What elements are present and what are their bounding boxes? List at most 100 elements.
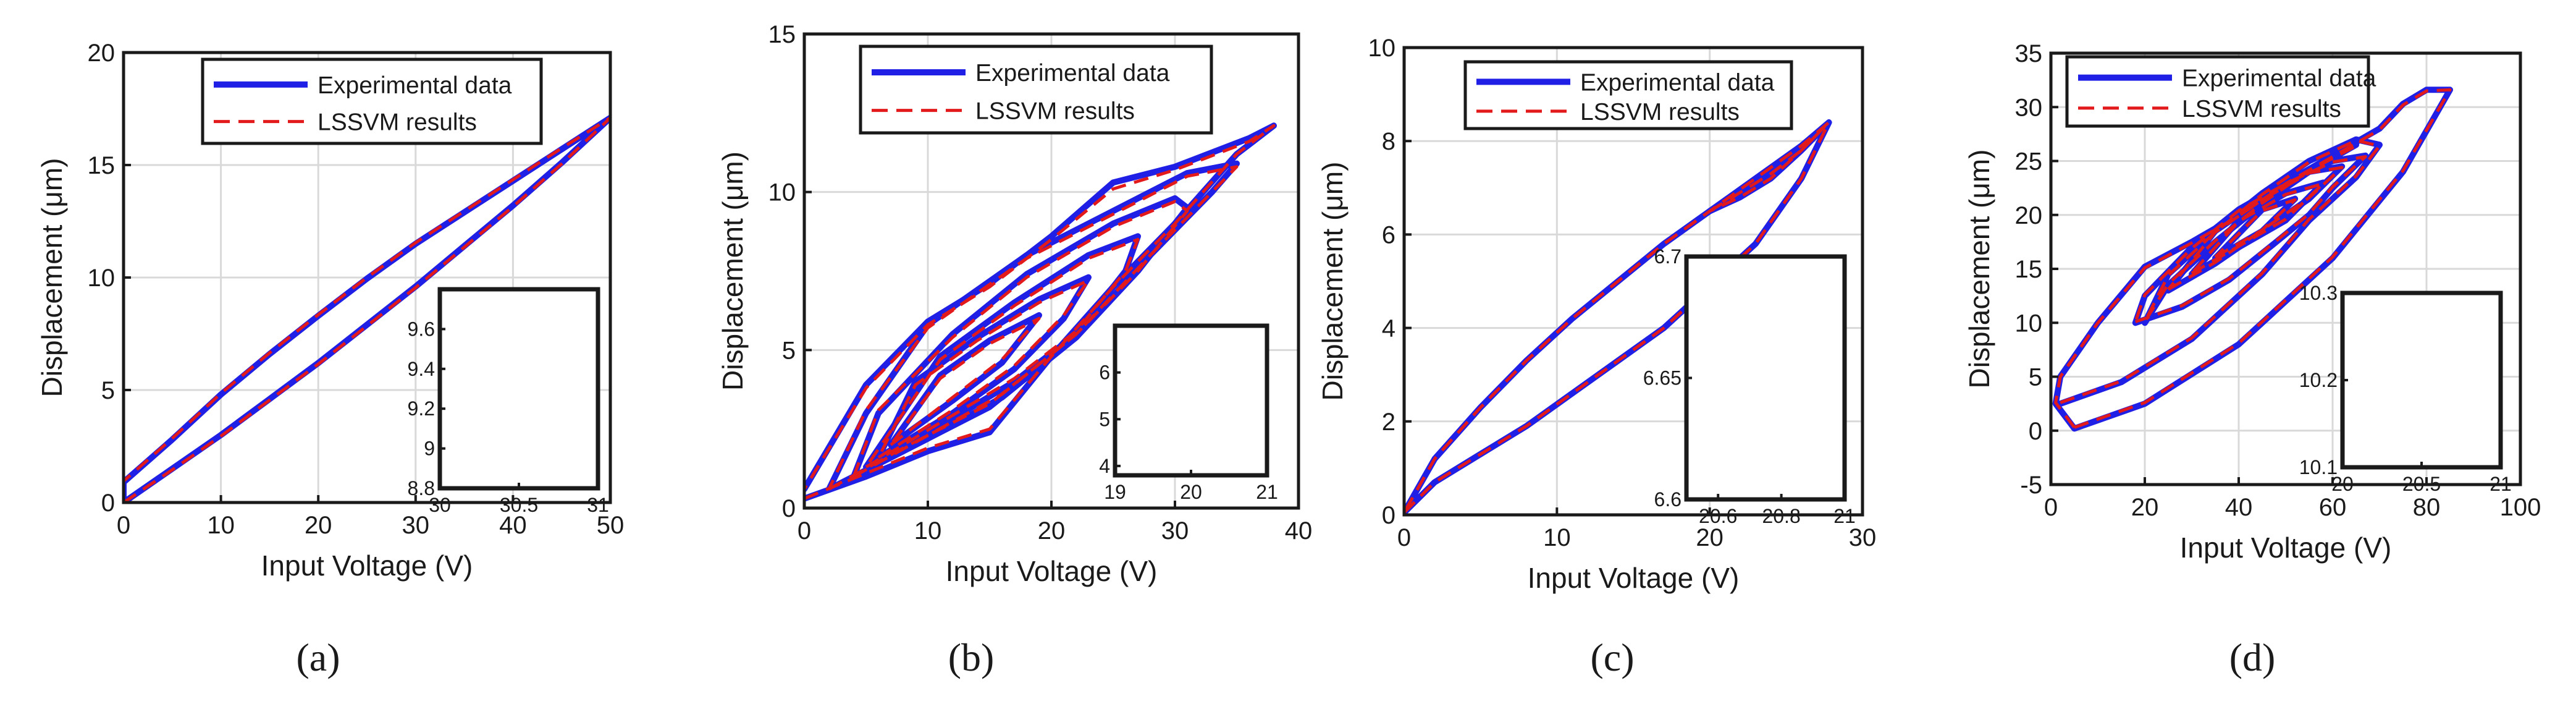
- y-axis-title: Displacement (μm): [36, 158, 68, 397]
- chart-panel-a: 0 10 20 30 40 50 0 5 10 15 20 Input Voltage (V) Disp…: [36, 40, 624, 679]
- y-tick-label: -5: [2020, 472, 2042, 499]
- legend: Experimental data LSSVM results: [1463, 60, 1793, 130]
- x-tick-label: 0: [117, 512, 130, 539]
- main-lssvm-curve-1: [1709, 125, 1826, 213]
- main-lssvm-series: [1404, 121, 1831, 514]
- axis-ticks: 0 10 20 30 40 50 0 5 10 15 20: [88, 40, 625, 539]
- x-tick-label: 0: [798, 517, 811, 545]
- inset-x-tick-label: 21: [1256, 481, 1278, 503]
- main-experimental-curve-5: [888, 312, 1042, 448]
- legend: Experimental data LSSVM results: [2065, 55, 2376, 128]
- main-lssvm-curve-0: [2054, 88, 2452, 429]
- legend-lssvm-label: LSSVM results: [975, 98, 1135, 125]
- inset-frame: [2340, 291, 2503, 470]
- x-axis-title: Input Voltage (V): [2180, 532, 2392, 564]
- y-tick-label: 10: [88, 265, 116, 292]
- main-lssvm-curve-1: [2060, 138, 2381, 404]
- x-tick-label: 20: [2131, 494, 2159, 521]
- inset-x-tick-label: 20.8: [1762, 505, 1800, 527]
- legend-frame: [2065, 55, 2370, 128]
- inset-y-tick-label: 9.4: [408, 358, 435, 380]
- axis-ticks: 0 10 20 30 0 2 4 6 8 10: [1368, 35, 1877, 551]
- y-tick-label: 35: [2015, 40, 2043, 67]
- legend-lssvm-label: LSSVM results: [1580, 99, 1740, 125]
- x-tick-label: 10: [914, 517, 942, 545]
- legend-frame: [1463, 60, 1793, 130]
- inset-y-tick-label: 10.1: [2299, 456, 2338, 478]
- main-lssvm-curve-0: [1404, 121, 1831, 514]
- inset-x-tick-label: 20: [1180, 481, 1202, 503]
- y-tick-label: 15: [768, 21, 796, 48]
- panel-label: (a): [296, 635, 340, 679]
- x-axis-title: Input Voltage (V): [1528, 562, 1740, 594]
- zoom-inset: 20 20.5 21 10.1 10.2 10.3: [2299, 282, 2512, 495]
- y-tick-label: 10: [1368, 35, 1396, 62]
- x-tick-label: 30: [1849, 524, 1877, 551]
- inset-y-tick-label: 9.6: [408, 318, 435, 340]
- inset-y-tick-label: 6.65: [1643, 367, 1682, 389]
- main-lssvm-curve-4: [877, 279, 1090, 459]
- x-axis-title: Input Voltage (V): [261, 549, 473, 582]
- x-tick-label: 10: [207, 512, 235, 539]
- main-experimental-curve-2: [851, 195, 1190, 480]
- inset-y-tick-label: 10.3: [2299, 282, 2338, 304]
- inset-y-tick-label: 9: [424, 438, 435, 460]
- y-tick-label: 5: [782, 337, 796, 364]
- inset-x-tick-label: 20.6: [1699, 505, 1737, 527]
- inset-y-tick-label: 6.6: [1654, 488, 1682, 511]
- x-tick-label: 50: [597, 512, 625, 539]
- x-tick-label: 40: [2225, 494, 2253, 521]
- inset-y-tick-label: 6: [1099, 362, 1110, 384]
- inset-frame: [1113, 323, 1269, 478]
- y-axis-title: Displacement (μm): [1963, 150, 1995, 389]
- y-tick-label: 0: [1382, 502, 1395, 529]
- legend-lssvm-label: LSSVM results: [318, 109, 477, 136]
- legend-experimental-label: Experimental data: [1580, 69, 1775, 96]
- inset-y-tick-label: 6.7: [1654, 245, 1682, 268]
- legend: Experimental data LSSVM results: [859, 45, 1213, 135]
- legend: Experimental data LSSVM results: [201, 57, 543, 145]
- main-lssvm-curve-2: [2134, 155, 2367, 323]
- main-experimental-curve-3: [863, 233, 1141, 470]
- inset-x-tick-label: 21: [1833, 505, 1856, 527]
- inset-y-tick-label: 8.8: [408, 477, 435, 499]
- zoom-inset: 20.6 20.8 21 6.6 6.65 6.7: [1643, 245, 1856, 527]
- main-lssvm-curve-5: [889, 316, 1041, 446]
- y-tick-label: 4: [1382, 315, 1395, 342]
- inset-frame: [1684, 254, 1847, 502]
- x-tick-label: 0: [1397, 524, 1411, 551]
- inset-x-tick-label: 30.5: [500, 494, 538, 516]
- x-tick-label: 60: [2319, 494, 2347, 521]
- y-tick-label: 30: [2015, 94, 2043, 121]
- legend-lssvm-label: LSSVM results: [2182, 96, 2341, 122]
- y-tick-label: 0: [2029, 418, 2042, 445]
- main-experimental-curve-4: [875, 274, 1092, 461]
- y-tick-label: 10: [768, 179, 796, 206]
- y-tick-label: 5: [2029, 364, 2042, 391]
- main-lssvm-curve-3: [864, 237, 1140, 469]
- inset-x-tick-label: 20: [2331, 473, 2354, 495]
- y-tick-label: 15: [88, 152, 116, 179]
- inset-x-tick-label: 20.5: [2402, 473, 2441, 495]
- x-tick-label: 100: [2500, 494, 2541, 521]
- main-lssvm-curve-3: [2167, 166, 2344, 291]
- x-tick-label: 40: [1285, 517, 1313, 545]
- y-tick-label: 10: [2015, 310, 2043, 337]
- zoom-inset: 30 30.5 31 8.8 9 9.2 9.4 9.6: [408, 287, 609, 516]
- panel-label: (b): [948, 635, 995, 679]
- y-tick-label: 5: [101, 377, 115, 404]
- main-lssvm-series: [804, 124, 1276, 501]
- inset-x-tick-label: 19: [1104, 481, 1126, 503]
- main-lssvm-series: [124, 116, 610, 503]
- x-tick-label: 20: [1696, 524, 1724, 551]
- inset-frame: [437, 287, 600, 491]
- y-tick-label: 0: [101, 490, 115, 517]
- axis-ticks: 0 10 20 30 40 0 5 10 15: [768, 21, 1313, 545]
- x-tick-label: 40: [499, 512, 527, 539]
- x-tick-label: 30: [402, 512, 430, 539]
- axes-frame: [1402, 46, 1864, 517]
- chart-panel-c: 0 10 20 30 0 2 4 6 8 10 Input Voltage (V) Displacem…: [1316, 35, 1876, 679]
- y-tick-label: 8: [1382, 128, 1395, 155]
